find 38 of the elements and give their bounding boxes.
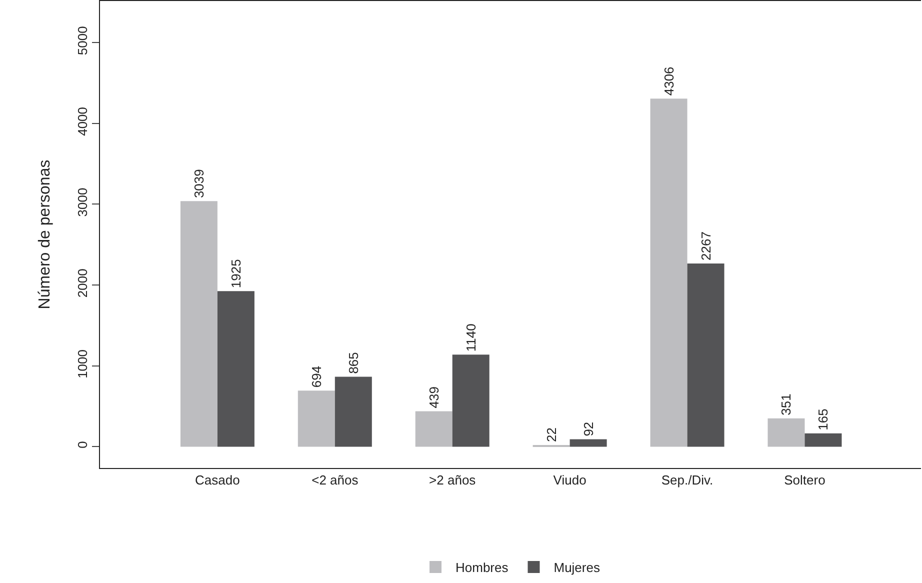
data-label: 3039 <box>191 169 206 198</box>
x-tick-label: >2 años <box>429 472 476 488</box>
data-label: 1140 <box>463 324 478 352</box>
data-label: 439 <box>426 386 442 408</box>
data-label: 1925 <box>228 259 244 288</box>
data-label: 2267 <box>698 232 714 260</box>
data-label: 694 <box>308 366 324 388</box>
bar <box>570 439 607 447</box>
x-tick-label: <2 años <box>312 472 359 488</box>
data-label: 865 <box>346 352 361 374</box>
y-tick-label: 3000 <box>74 188 90 217</box>
legend-label: Mujeres <box>554 560 600 576</box>
y-tick-label: 1000 <box>74 349 90 378</box>
data-label: 165 <box>816 408 831 430</box>
x-tick-label: Sep./Div. <box>661 472 714 488</box>
bar <box>687 263 724 447</box>
y-axis-title: Número de personas <box>36 160 54 310</box>
bar <box>452 354 490 447</box>
data-label: 22 <box>544 427 559 442</box>
bar <box>217 291 254 447</box>
y-tick-label: 2000 <box>74 268 90 298</box>
legend-label: Hombres <box>456 560 509 576</box>
data-label: 4306 <box>661 66 676 96</box>
data-label: 351 <box>778 394 794 416</box>
bar <box>415 411 452 447</box>
data-label: 92 <box>580 422 596 436</box>
bar <box>180 201 218 447</box>
x-tick-label: Soltero <box>784 472 826 488</box>
x-tick-label: Casado <box>195 472 240 488</box>
bar <box>334 376 372 447</box>
y-tick-label: 4000 <box>74 106 90 136</box>
bar <box>298 390 335 447</box>
y-tick-label: 0 <box>74 441 90 448</box>
bar <box>804 433 842 447</box>
y-tick-label: 5000 <box>74 26 90 56</box>
x-tick-label: Viudo <box>553 472 586 488</box>
bar <box>768 418 805 447</box>
bar <box>650 98 688 447</box>
